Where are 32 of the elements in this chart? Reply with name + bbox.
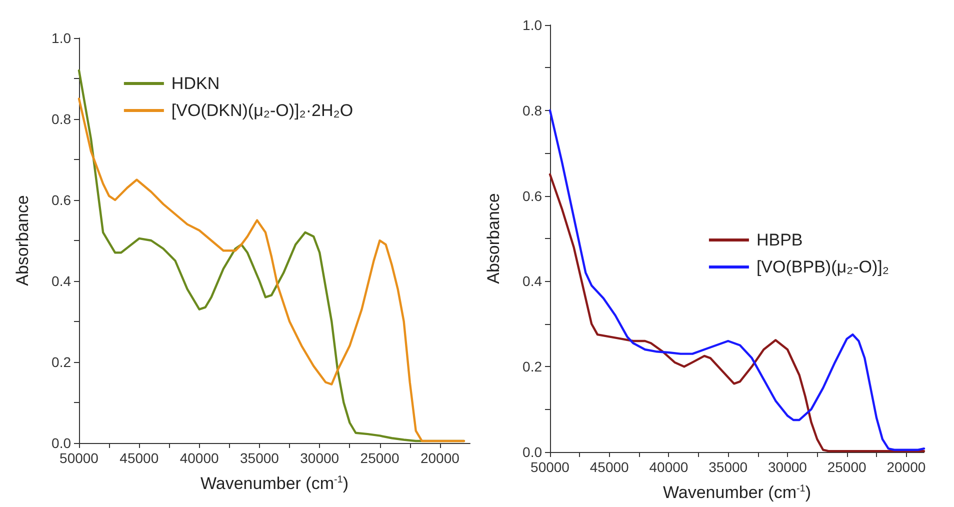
y-tick-label: 0.6 <box>522 188 542 204</box>
legend-label: [VO(BPB)(μ₂-O)]₂ <box>756 258 889 276</box>
x-tick-label: 45000 <box>120 450 159 466</box>
y-axis-title: Absorbance <box>13 195 32 286</box>
x-tick-label: 30000 <box>768 459 808 475</box>
y-tick-label: 0.2 <box>52 354 72 370</box>
x-tick-label: 20000 <box>420 450 460 466</box>
x-tick-label: 50000 <box>530 459 570 475</box>
y-tick-label: 0.0 <box>522 444 542 460</box>
y-tick-label: 0.6 <box>52 192 72 208</box>
legend-label: [VO(DKN)(μ₂-O)]₂·2H₂O <box>171 101 354 120</box>
y-tick-label: 1.0 <box>522 17 542 33</box>
y-tick-label: 0.4 <box>52 273 72 289</box>
x-tick-label: 30000 <box>300 450 340 466</box>
x-tick-label: 25000 <box>360 450 400 466</box>
y-tick-label: 0.2 <box>522 358 542 375</box>
legend-label: HBPB <box>756 230 803 250</box>
x-tick-label: 50000 <box>60 450 99 466</box>
x-tick-label: 20000 <box>886 459 926 475</box>
y-tick-label: 0.8 <box>522 102 542 118</box>
y-tick-label: 1.0 <box>52 30 72 46</box>
x-tick-label: 45000 <box>590 459 630 475</box>
y-tick-label: 0.0 <box>52 435 72 451</box>
y-tick-label: 0.4 <box>522 273 542 290</box>
x-tick-label: 25000 <box>827 459 866 475</box>
x-tick-label: 35000 <box>240 450 280 466</box>
x-tick-label: 40000 <box>180 450 219 466</box>
y-tick-label: 0.8 <box>52 111 72 127</box>
legend-label: HDKN <box>171 74 220 93</box>
x-tick-label: 40000 <box>649 459 688 475</box>
y-axis-title: Absorbance <box>484 193 503 284</box>
x-tick-label: 35000 <box>708 459 748 475</box>
